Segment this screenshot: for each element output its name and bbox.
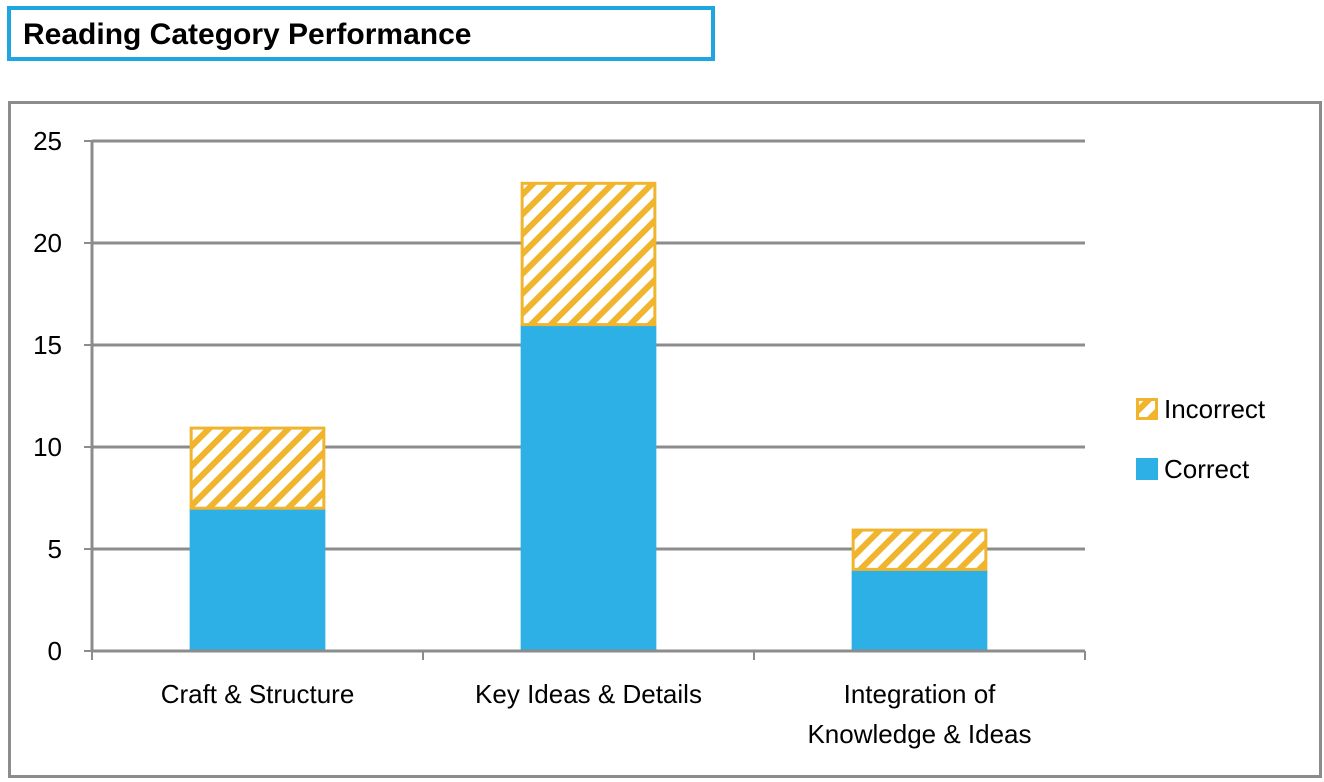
bar-incorrect [520, 181, 657, 327]
y-tick-label: 15 [33, 330, 62, 360]
legend-label: Correct [1164, 454, 1250, 484]
chart-title-box: Reading Category Performance [7, 6, 715, 61]
y-tick-label: 20 [33, 228, 62, 258]
x-category-label: Knowledge & Ideas [807, 719, 1031, 749]
legend-swatch-incorrect [1136, 398, 1158, 420]
y-tick-label: 25 [33, 126, 62, 156]
bar-incorrect [189, 426, 326, 510]
legend-label: Incorrect [1164, 394, 1266, 424]
x-category-label: Craft & Structure [161, 679, 355, 709]
y-tick-label: 0 [48, 636, 62, 666]
bar-correct [189, 508, 326, 651]
x-category-label: Integration of [844, 679, 997, 709]
bar-correct [851, 569, 988, 651]
bar-incorrect [851, 528, 988, 571]
y-tick-label: 5 [48, 534, 62, 564]
bar-correct [520, 324, 657, 651]
y-tick-label: 10 [33, 432, 62, 462]
chart-title: Reading Category Performance [23, 18, 472, 51]
x-category-label: Key Ideas & Details [475, 679, 702, 709]
legend-swatch-correct [1136, 458, 1158, 480]
